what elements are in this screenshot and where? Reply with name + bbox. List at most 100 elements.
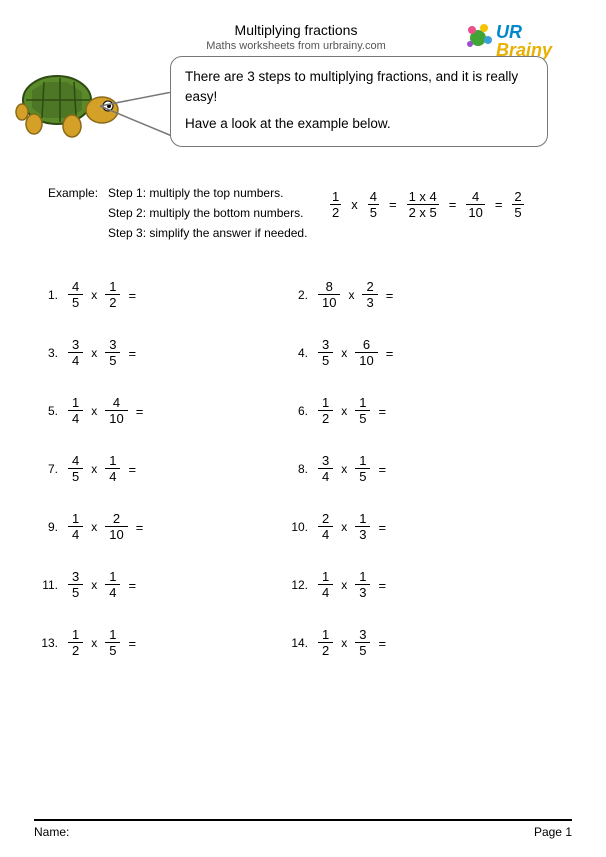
worksheet-page: Multiplying fractions Maths worksheets f…	[0, 0, 606, 857]
fraction-a: 45	[68, 454, 83, 484]
multiply-op: x	[333, 404, 355, 418]
instruction-speech-bubble: There are 3 steps to multiplying fractio…	[170, 56, 548, 147]
fraction-a: 12	[68, 628, 83, 658]
example-fraction: 25	[512, 190, 523, 219]
fraction-b: 35	[355, 628, 370, 658]
example-step-3: Step 3: simplify the answer if needed.	[108, 226, 307, 240]
multiply-op: x	[83, 578, 105, 592]
fraction-a: 34	[318, 454, 333, 484]
equals-op: =	[128, 404, 152, 419]
problem: 3.34x35=	[40, 338, 290, 368]
equals-op: =	[370, 578, 394, 593]
equals-op: =	[370, 404, 394, 419]
equals-op: =	[120, 346, 144, 361]
example-fraction: 12	[330, 190, 341, 219]
page-title: Multiplying fractions	[176, 22, 416, 38]
equals-op: =	[370, 462, 394, 477]
problem: 12.14x13=	[290, 570, 540, 600]
instruction-line-1: There are 3 steps to multiplying fractio…	[185, 67, 533, 108]
problem-number: 1.	[40, 288, 68, 302]
fraction-a: 45	[68, 280, 83, 310]
multiply-op: x	[83, 404, 105, 418]
fraction-a: 810	[318, 280, 340, 310]
fraction-a: 14	[68, 396, 83, 426]
fraction-b: 210	[105, 512, 127, 542]
fraction-b: 15	[105, 628, 120, 658]
fraction-b: 410	[105, 396, 127, 426]
fraction-b: 23	[362, 280, 377, 310]
problem: 8.34x15=	[290, 454, 540, 484]
multiply-op: x	[333, 578, 355, 592]
equals-op: =	[387, 197, 399, 212]
problem-number: 10.	[290, 520, 318, 534]
equals-op: =	[370, 520, 394, 535]
problem-row: 7.45x14=8.34x15=	[40, 454, 540, 484]
problem-row: 3.34x35=4.35x610=	[40, 338, 540, 368]
fraction-b: 610	[355, 338, 377, 368]
svg-text:UR: UR	[496, 22, 522, 42]
fraction-a: 35	[318, 338, 333, 368]
problem: 13.12x15=	[40, 628, 290, 658]
page-number: Page 1	[534, 825, 572, 839]
example-step-1: Step 1: multiply the top numbers.	[108, 186, 283, 200]
example-step-2: Step 2: multiply the bottom numbers.	[108, 206, 303, 220]
instruction-line-2: Have a look at the example below.	[185, 114, 533, 134]
problem: 2.810x23=	[290, 280, 540, 310]
fraction-a: 34	[68, 338, 83, 368]
fraction-a: 14	[318, 570, 333, 600]
problem: 10.24x13=	[290, 512, 540, 542]
equals-op: =	[378, 346, 402, 361]
fraction-b: 13	[355, 570, 370, 600]
problem: 1.45x12=	[40, 280, 290, 310]
fraction-b: 12	[105, 280, 120, 310]
fraction-a: 24	[318, 512, 333, 542]
example-equation: 12 x 45 = 1 x 42 x 5 = 410 = 25	[330, 190, 524, 219]
problem-number: 8.	[290, 462, 318, 476]
problem-row: 5.14x410=6.12x15=	[40, 396, 540, 426]
multiply-op: x	[83, 346, 105, 360]
problem-number: 13.	[40, 636, 68, 650]
example-label: Example:	[48, 186, 108, 200]
fraction-b: 14	[105, 570, 120, 600]
problem: 5.14x410=	[40, 396, 290, 426]
fraction-b: 15	[355, 454, 370, 484]
multiply-op: x	[83, 462, 105, 476]
multiply-op: x	[83, 288, 105, 302]
problem: 6.12x15=	[290, 396, 540, 426]
equals-op: =	[378, 288, 402, 303]
name-label: Name:	[34, 825, 69, 839]
fraction-b: 15	[355, 396, 370, 426]
problem-row: 1.45x12=2.810x23=	[40, 280, 540, 310]
equals-op: =	[120, 578, 144, 593]
problem-row: 11.35x14=12.14x13=	[40, 570, 540, 600]
equals-op: =	[493, 197, 505, 212]
multiply-op: x	[83, 520, 105, 534]
problem: 14.12x35=	[290, 628, 540, 658]
multiply-op: x	[349, 197, 360, 212]
problem-number: 2.	[290, 288, 318, 302]
fraction-a: 12	[318, 628, 333, 658]
equals-op: =	[370, 636, 394, 651]
problem-row: 9.14x210=10.24x13=	[40, 512, 540, 542]
equals-op: =	[120, 462, 144, 477]
page-subtitle: Maths worksheets from urbrainy.com	[176, 40, 416, 52]
problem: 7.45x14=	[40, 454, 290, 484]
fraction-b: 14	[105, 454, 120, 484]
example-fraction: 1 x 42 x 5	[407, 190, 439, 219]
problem-number: 4.	[290, 346, 318, 360]
problem: 11.35x14=	[40, 570, 290, 600]
multiply-op: x	[333, 462, 355, 476]
problem-number: 3.	[40, 346, 68, 360]
problem-number: 5.	[40, 404, 68, 418]
equals-op: =	[447, 197, 459, 212]
footer: Name: Page 1	[34, 819, 572, 839]
problem: 9.14x210=	[40, 512, 290, 542]
problem-number: 11.	[40, 578, 68, 592]
multiply-op: x	[333, 636, 355, 650]
equals-op: =	[128, 520, 152, 535]
multiply-op: x	[333, 520, 355, 534]
problem-number: 14.	[290, 636, 318, 650]
multiply-op: x	[340, 288, 362, 302]
fraction-a: 14	[68, 512, 83, 542]
equals-op: =	[120, 636, 144, 651]
